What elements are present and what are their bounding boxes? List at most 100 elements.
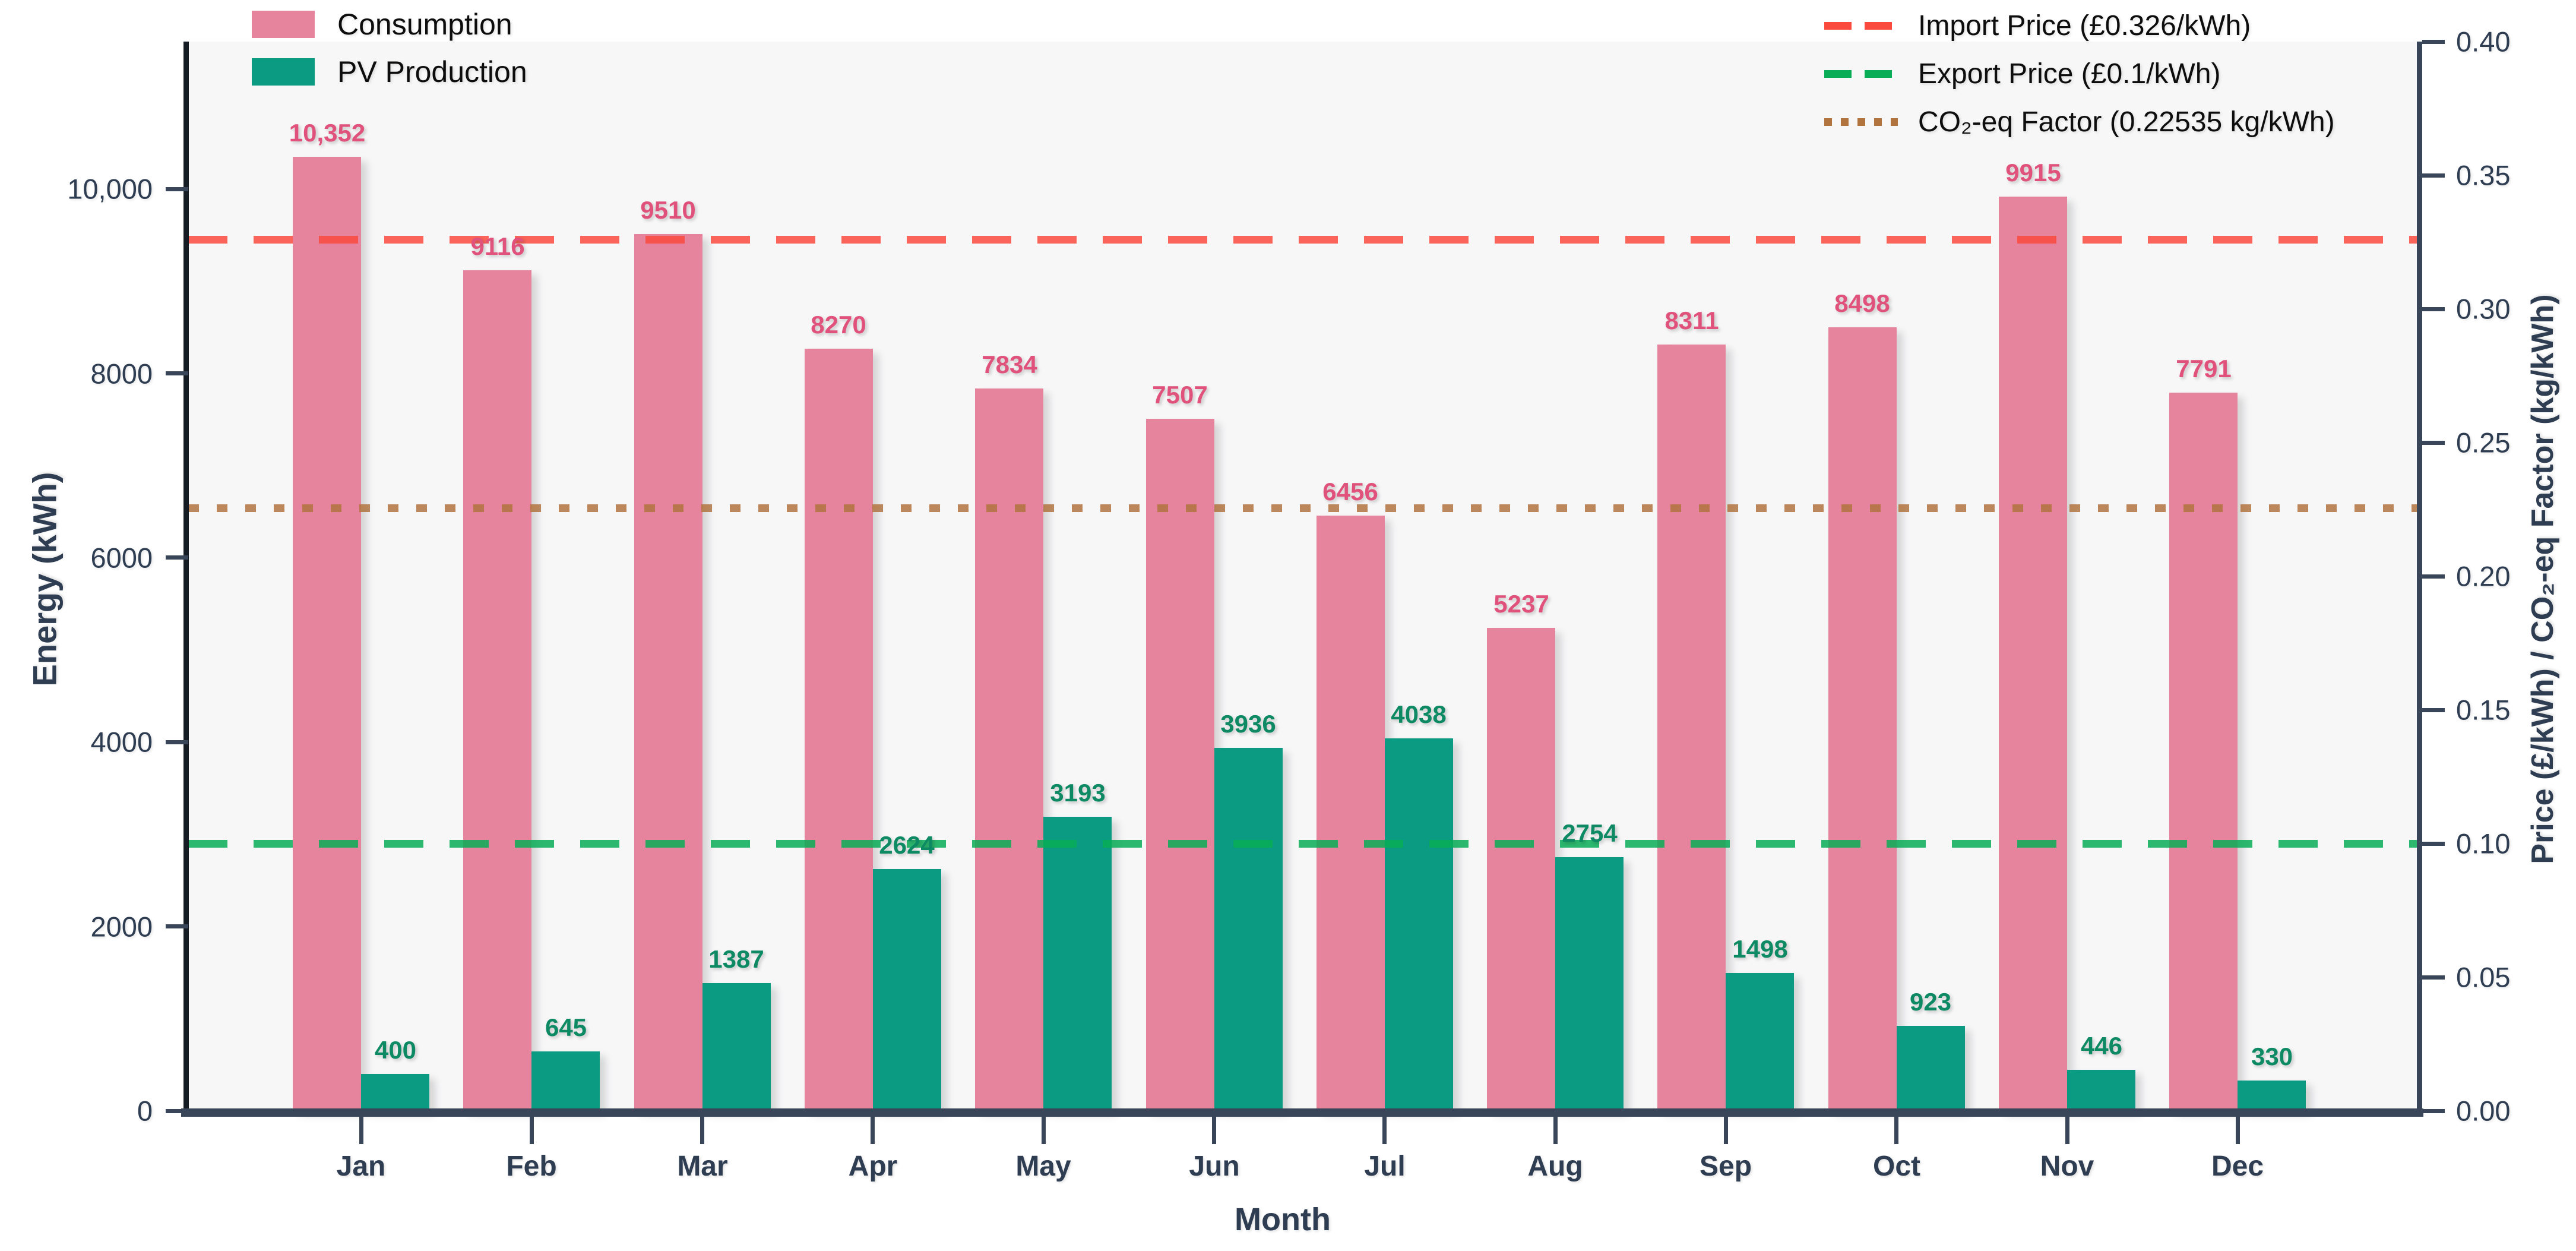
- consumption-bar: [1657, 345, 1726, 1111]
- consumption-bar: [1146, 419, 1214, 1111]
- pv-production-value-label: 923: [1909, 988, 1952, 1016]
- consumption-swatch: [252, 11, 315, 38]
- lines-legend: Import Price (£0.326/kWh) Export Price (…: [1824, 10, 2335, 154]
- import-price-line-sample: [1824, 22, 1898, 30]
- pv-production-bar: [1385, 738, 1453, 1111]
- y-tick-label-left: 4000: [90, 726, 153, 758]
- consumption-bar: [463, 270, 531, 1111]
- legend-label-pv-production: PV Production: [337, 55, 527, 89]
- y-tick-right: [2422, 975, 2445, 980]
- pv-production-value-label: 2624: [879, 831, 935, 859]
- pv-production-value-label: 330: [2251, 1042, 2293, 1070]
- pv-production-value-label: 645: [545, 1013, 587, 1041]
- pv-production-bar: [531, 1051, 600, 1111]
- consumption-bar: [975, 388, 1043, 1111]
- legend-item-pv-production: PV Production: [252, 55, 527, 89]
- x-axis-title: Month: [1235, 1202, 1331, 1237]
- right-axis-spine: [2417, 42, 2422, 1117]
- pv-production-value-label: 4038: [1391, 700, 1447, 728]
- x-tick: [1724, 1117, 1728, 1144]
- x-tick: [1894, 1117, 1898, 1144]
- consumption-value-label: 8311: [1664, 307, 1719, 334]
- consumption-value-label: 7791: [2176, 355, 2232, 383]
- consumption-value-label: 9915: [2005, 159, 2061, 187]
- x-tick-label: Feb: [506, 1151, 557, 1182]
- y-tick-label-right: 0.05: [2456, 961, 2511, 993]
- pv-production-bar: [702, 983, 771, 1111]
- y-tick-left: [166, 924, 188, 928]
- pv-production-value-label: 446: [2080, 1032, 2123, 1060]
- consumption-bar: [2169, 393, 2238, 1111]
- x-tick-label: Dec: [2211, 1151, 2264, 1182]
- y-tick-right: [2422, 708, 2445, 712]
- legend-item-consumption: Consumption: [252, 7, 527, 42]
- pv-production-value-label: 2754: [1562, 819, 1618, 847]
- x-tick-label: Sep: [1699, 1151, 1752, 1182]
- pv-production-bar: [1043, 817, 1112, 1111]
- y-tick-label-right: 0.15: [2456, 694, 2511, 726]
- y-tick-right: [2422, 40, 2445, 44]
- consumption-value-label: 9116: [470, 232, 525, 260]
- x-tick: [700, 1117, 704, 1144]
- x-axis-line: [181, 1108, 2423, 1117]
- y-tick-label-left: 10,000: [67, 173, 153, 205]
- y-tick-label-left: 2000: [90, 911, 153, 943]
- x-tick: [1382, 1117, 1387, 1144]
- x-tick: [2236, 1117, 2240, 1144]
- consumption-bar: [293, 157, 361, 1111]
- consumption-bar: [634, 234, 702, 1111]
- x-tick-label: Jun: [1189, 1151, 1240, 1182]
- y-tick-label-right: 0.40: [2456, 26, 2511, 58]
- y-tick-left: [166, 1109, 188, 1113]
- x-tick-label: Mar: [677, 1151, 728, 1182]
- co2-factor-line-sample: [1824, 118, 1898, 126]
- y-tick-label-right: 0.20: [2456, 560, 2511, 592]
- x-tick: [1042, 1117, 1046, 1144]
- pv-production-value-label: 3193: [1050, 779, 1106, 807]
- x-tick: [359, 1117, 363, 1144]
- y-tick-label-right: 0.10: [2456, 827, 2511, 860]
- x-tick-label: Jul: [1364, 1151, 1406, 1182]
- y-tick-label-right: 0.35: [2456, 159, 2511, 191]
- left-axis-spine: [183, 42, 189, 1117]
- pv-production-bar: [1897, 1026, 1965, 1111]
- consumption-value-label: 8270: [811, 311, 866, 339]
- consumption-bar: [805, 349, 873, 1111]
- legend-label-import-price: Import Price (£0.326/kWh): [1918, 10, 2251, 42]
- consumption-bar: [1487, 628, 1555, 1111]
- consumption-bar: [1317, 516, 1385, 1111]
- y-tick-right: [2422, 441, 2445, 445]
- y-tick-right: [2422, 574, 2445, 579]
- legend-label-co2-factor: CO₂-eq Factor (0.22535 kg/kWh): [1918, 106, 2335, 138]
- y-tick-left: [166, 555, 188, 560]
- legend-label-consumption: Consumption: [337, 8, 512, 41]
- pv-production-bar: [873, 869, 941, 1111]
- x-tick-label: Oct: [1872, 1151, 1921, 1182]
- import-price-line: [188, 236, 2417, 244]
- legend-item-export-price: Export Price (£0.1/kWh): [1824, 58, 2335, 90]
- y-tick-label-left: 0: [137, 1095, 153, 1127]
- y-tick-label-left: 8000: [90, 358, 153, 390]
- y-tick-label-left: 6000: [90, 542, 153, 574]
- x-tick-label: Aug: [1527, 1151, 1583, 1182]
- y-tick-left: [166, 187, 188, 191]
- x-tick-label: May: [1015, 1151, 1071, 1182]
- pv-production-bar: [361, 1074, 429, 1111]
- consumption-value-label: 7834: [982, 350, 1037, 378]
- y-tick-right: [2422, 173, 2445, 178]
- y-tick-label-right: 0.00: [2456, 1095, 2511, 1127]
- y-axis-title-right: Price (£/kWh) / CO₂-eq Factor (kg/kWh): [2526, 294, 2560, 864]
- x-tick-label: Nov: [2040, 1151, 2094, 1182]
- consumption-value-label: 10,352: [289, 119, 366, 147]
- consumption-value-label: 5237: [1493, 590, 1549, 618]
- export-price-line: [188, 840, 2417, 848]
- pv-production-value-label: 400: [374, 1036, 417, 1064]
- y-axis-title-left: Energy (kWh): [26, 472, 64, 687]
- series-legend: Consumption PV Production: [252, 7, 527, 102]
- pv-production-bar: [1726, 973, 1794, 1111]
- y-tick-right: [2422, 1109, 2445, 1113]
- x-tick: [871, 1117, 875, 1144]
- consumption-value-label: 7507: [1152, 381, 1208, 409]
- pv-production-bar: [2067, 1070, 2135, 1111]
